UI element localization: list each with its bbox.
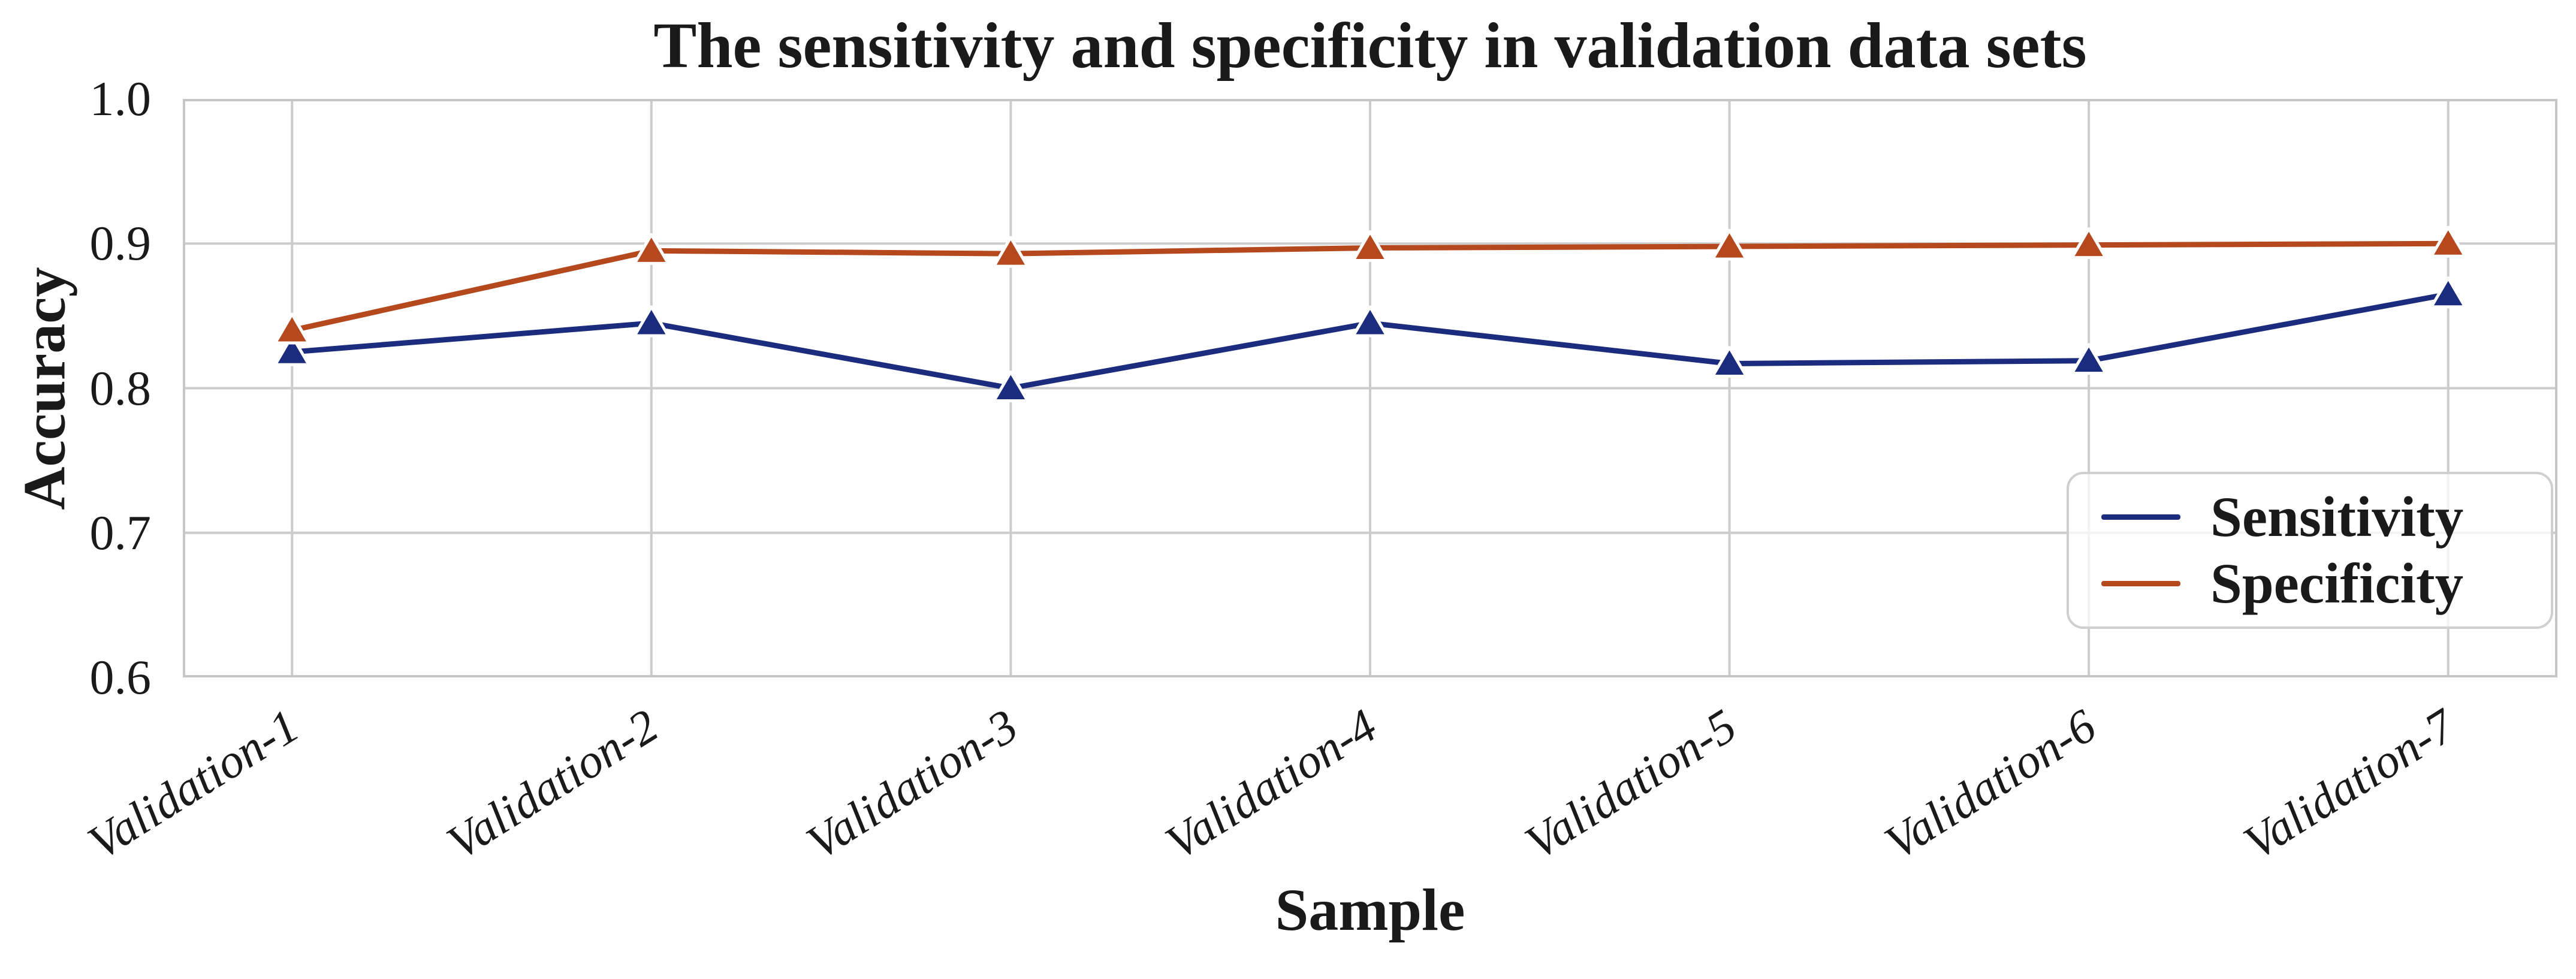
specificity-marker bbox=[1711, 228, 1748, 261]
x-tick-label: Validation-6 bbox=[1875, 699, 2105, 870]
legend-label-sensitivity: Sensitivity bbox=[2210, 485, 2464, 549]
y-tick-label: 0.6 bbox=[89, 650, 152, 704]
specificity-marker bbox=[2070, 227, 2107, 260]
y-tick-label: 0.9 bbox=[89, 216, 152, 271]
y-tick-label: 1.0 bbox=[89, 71, 152, 126]
specificity-marker bbox=[633, 233, 670, 265]
sensitivity-marker bbox=[1352, 305, 1389, 338]
sensitivity-line-swatch bbox=[2101, 514, 2180, 520]
x-tick-label: Validation-4 bbox=[1157, 699, 1386, 870]
x-tick-label: Validation-5 bbox=[1516, 699, 1746, 870]
legend-item-sensitivity: Sensitivity bbox=[2101, 489, 2518, 546]
specificity-line-swatch bbox=[2101, 581, 2180, 586]
sensitivity-marker bbox=[992, 370, 1029, 402]
sensitivity-marker bbox=[273, 334, 310, 366]
y-tick-label: 0.7 bbox=[89, 505, 152, 560]
x-axis-label: Sample bbox=[1275, 876, 1465, 943]
specificity-marker bbox=[1352, 230, 1389, 262]
legend: Sensitivity Specificity bbox=[2067, 472, 2553, 629]
sensitivity-marker bbox=[1711, 345, 1748, 378]
plot-area: Sensitivity Specificity bbox=[183, 99, 2557, 677]
legend-label-specificity: Specificity bbox=[2210, 552, 2464, 615]
chart-title: The sensitivity and specificity in valid… bbox=[653, 10, 2087, 82]
x-tick-label: Validation-2 bbox=[438, 699, 668, 870]
specificity-marker bbox=[992, 236, 1029, 268]
specificity-marker bbox=[2430, 225, 2467, 258]
chart-plot-svg bbox=[183, 99, 2557, 677]
x-tick-label: Validation-3 bbox=[797, 699, 1027, 870]
legend-item-specificity: Specificity bbox=[2101, 555, 2518, 612]
y-tick-label: 0.8 bbox=[89, 360, 152, 415]
plot-frame bbox=[183, 99, 2557, 677]
x-tick-label: Validation-1 bbox=[79, 699, 308, 870]
specificity-marker bbox=[273, 312, 310, 345]
x-tick-label: Validation-7 bbox=[2235, 699, 2465, 870]
sensitivity-marker bbox=[633, 305, 670, 338]
sensitivity-marker bbox=[2070, 343, 2107, 375]
sensitivity-marker bbox=[2430, 276, 2467, 309]
